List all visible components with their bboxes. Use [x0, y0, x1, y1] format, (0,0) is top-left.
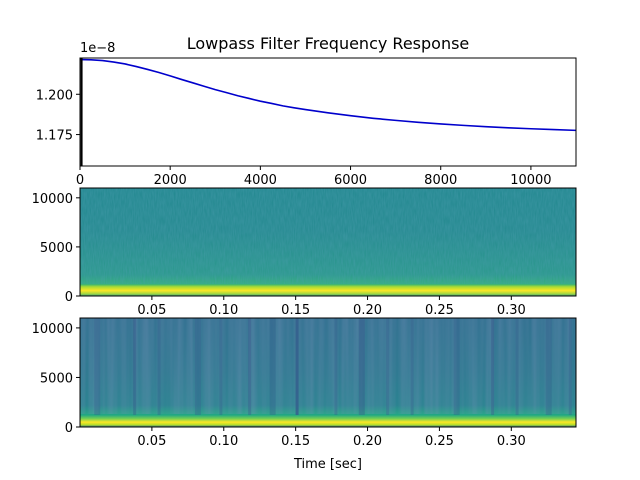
spectrogram-bottom-time-ticks: 0.05 0.10 0.15 0.20 0.25 0.30	[137, 427, 526, 449]
x-tick-label: 0.15	[281, 434, 310, 449]
frequency-response-frame	[79, 57, 577, 167]
y-tick-label: 5000	[40, 241, 73, 256]
x-tick-label: 6000	[334, 173, 367, 188]
transient-stripe	[410, 318, 414, 415]
spectrogram-bottom-frequency-ticks: 0 5000 10000	[32, 322, 80, 436]
x-tick-label: 0	[76, 173, 84, 188]
x-tick-label: 0.30	[497, 303, 526, 318]
y-scale-label: 1e−8	[80, 41, 115, 56]
frequency-response-plot-area	[79, 58, 577, 166]
spectrogram-top-panel: 0.05 0.10 0.15 0.20 0.25 0.30 0 5000 10000	[32, 187, 577, 318]
spectrogram-bottom-panel: 0.05 0.10 0.15 0.20 0.25 0.30 0 5000 10000 Time…	[32, 317, 577, 472]
transient-stripe	[568, 318, 572, 415]
transient-stripe	[295, 318, 299, 415]
x-tick-label: 0.25	[425, 434, 454, 449]
transient-stripe	[386, 318, 390, 415]
transient-stripe	[545, 318, 552, 415]
frequency-response-panel: Lowpass Filter Frequency Response 1e−8 0…	[36, 34, 577, 188]
transient-stripe	[358, 318, 365, 415]
x-tick-label: 0.10	[209, 434, 238, 449]
spectrogram-bottom-texture	[80, 318, 576, 414]
y-tick-label: 0	[65, 290, 73, 305]
y-tick-label: 10000	[32, 322, 73, 337]
frequency-axis-ticks: 0 2000 4000 6000 8000 10000	[76, 166, 552, 188]
transient-stripe	[157, 318, 161, 415]
frequency-response-line	[79, 58, 577, 132]
spectrogram-bottom-frame	[79, 317, 577, 428]
transient-stripe	[453, 318, 460, 415]
y-tick-label: 1.200	[36, 88, 73, 103]
transient-stripe	[334, 318, 338, 415]
response-axis-ticks: 1.175 1.200	[36, 88, 80, 144]
spectrogram-top-frequency-ticks: 0 5000 10000	[32, 192, 80, 305]
y-tick-label: 5000	[40, 371, 73, 386]
x-tick-label: 0.05	[137, 303, 166, 318]
transient-stripe	[515, 318, 519, 415]
x-tick-label: 0.20	[353, 303, 382, 318]
transient-stripe	[248, 318, 252, 415]
transient-stripe	[94, 318, 101, 415]
transient-stripe	[491, 318, 495, 415]
spectrogram-top-frame	[79, 187, 577, 297]
y-tick-label: 10000	[32, 192, 73, 207]
x-tick-label: 0.10	[209, 303, 238, 318]
transient-stripe	[133, 318, 137, 415]
chart-title: Lowpass Filter Frequency Response	[187, 34, 470, 53]
transient-stripe	[219, 318, 223, 415]
y-tick-label: 0	[65, 421, 73, 436]
spectrogram-top-texture	[80, 188, 576, 284]
spectrogram-top-time-ticks: 0.05 0.10 0.15 0.20 0.25 0.30	[137, 296, 526, 318]
x-tick-label: 0.20	[353, 434, 382, 449]
x-tick-label: 2000	[154, 173, 187, 188]
transient-stripe	[194, 318, 201, 415]
y-tick-label: 1.175	[36, 129, 73, 144]
x-axis-label: Time [sec]	[293, 457, 362, 472]
x-tick-label: 0.15	[281, 303, 310, 318]
x-tick-label: 0.25	[425, 303, 454, 318]
x-tick-label: 0.05	[137, 434, 166, 449]
transient-stripe	[269, 318, 276, 415]
x-tick-label: 10000	[510, 173, 551, 188]
x-tick-label: 8000	[424, 173, 457, 188]
x-tick-label: 0.30	[497, 434, 526, 449]
x-tick-label: 4000	[244, 173, 277, 188]
spectrogram-bottom-transient-stripes	[94, 318, 572, 415]
